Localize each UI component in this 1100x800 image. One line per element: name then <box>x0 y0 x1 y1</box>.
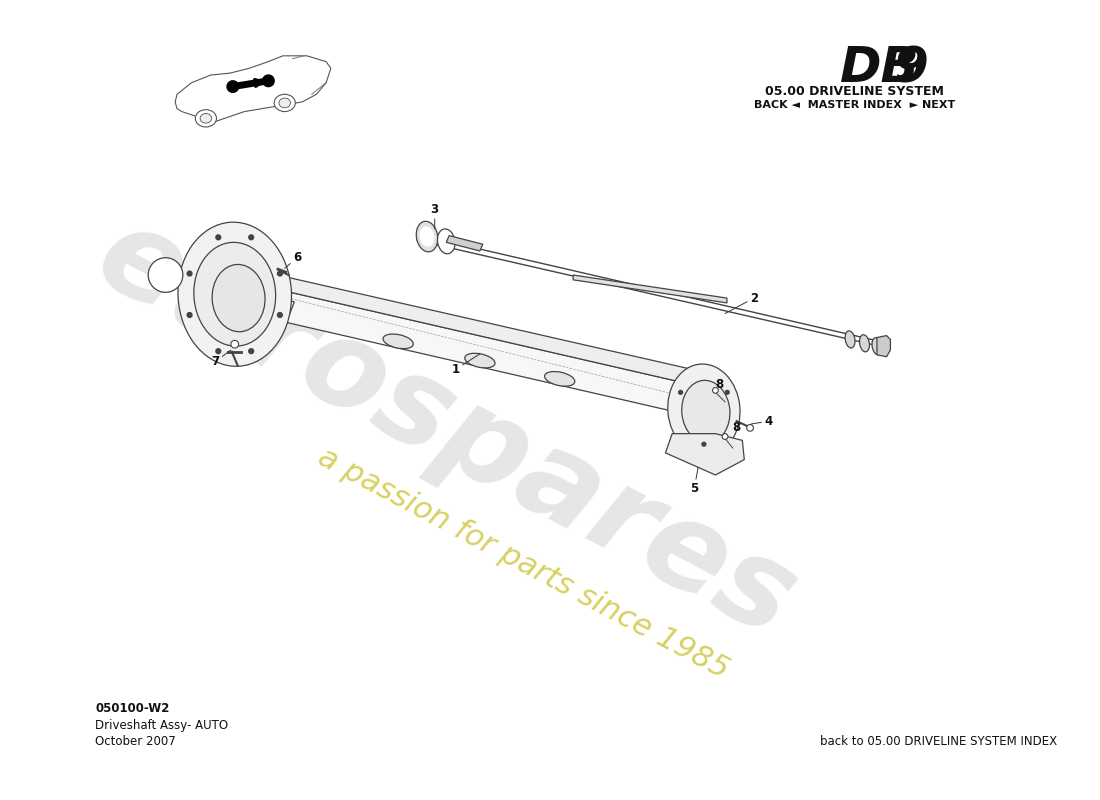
Ellipse shape <box>420 227 433 246</box>
Circle shape <box>227 81 239 92</box>
Circle shape <box>148 258 183 292</box>
Circle shape <box>249 349 254 354</box>
Text: 8: 8 <box>715 378 724 391</box>
Polygon shape <box>573 275 727 303</box>
Circle shape <box>747 425 754 431</box>
Text: a passion for parts since 1985: a passion for parts since 1985 <box>312 442 734 685</box>
Ellipse shape <box>465 354 495 368</box>
Circle shape <box>713 387 718 394</box>
Circle shape <box>231 340 239 348</box>
Polygon shape <box>666 434 745 475</box>
Text: DB: DB <box>840 44 920 92</box>
Polygon shape <box>265 294 295 319</box>
Circle shape <box>187 271 192 276</box>
Text: 5: 5 <box>690 467 698 495</box>
Circle shape <box>277 313 283 318</box>
Ellipse shape <box>274 94 295 111</box>
Circle shape <box>249 235 254 240</box>
Circle shape <box>725 390 729 394</box>
Text: eurospares: eurospares <box>78 196 815 662</box>
Ellipse shape <box>872 338 882 354</box>
Polygon shape <box>261 271 696 386</box>
Text: 05.00 DRIVELINE SYSTEM: 05.00 DRIVELINE SYSTEM <box>766 85 944 98</box>
Ellipse shape <box>212 265 265 332</box>
Polygon shape <box>175 56 331 123</box>
Polygon shape <box>877 335 890 357</box>
Ellipse shape <box>438 229 455 254</box>
Ellipse shape <box>383 334 414 349</box>
Ellipse shape <box>859 334 869 352</box>
Text: 7: 7 <box>211 350 231 368</box>
Circle shape <box>216 349 221 354</box>
Ellipse shape <box>544 371 575 386</box>
Text: 1: 1 <box>452 354 480 376</box>
Circle shape <box>187 313 192 318</box>
Circle shape <box>216 235 221 240</box>
Circle shape <box>263 75 274 86</box>
Ellipse shape <box>178 222 292 366</box>
Ellipse shape <box>200 114 211 123</box>
Ellipse shape <box>279 98 290 108</box>
Polygon shape <box>447 236 483 251</box>
Circle shape <box>723 434 728 439</box>
Text: 2: 2 <box>725 291 758 314</box>
Circle shape <box>702 442 706 446</box>
Text: 3: 3 <box>431 203 439 229</box>
Circle shape <box>277 271 283 276</box>
Ellipse shape <box>845 331 855 348</box>
Text: Driveshaft Assy- AUTO: Driveshaft Assy- AUTO <box>96 718 229 732</box>
Text: 4: 4 <box>751 414 772 428</box>
Ellipse shape <box>682 380 730 442</box>
Text: 6: 6 <box>285 251 301 268</box>
Text: BACK ◄  MASTER INDEX  ► NEXT: BACK ◄ MASTER INDEX ► NEXT <box>755 100 956 110</box>
Polygon shape <box>256 286 696 414</box>
Text: October 2007: October 2007 <box>96 735 176 748</box>
Text: 050100-W2: 050100-W2 <box>96 702 169 715</box>
Text: back to 05.00 DRIVELINE SYSTEM INDEX: back to 05.00 DRIVELINE SYSTEM INDEX <box>820 735 1057 748</box>
Ellipse shape <box>196 110 217 127</box>
Ellipse shape <box>668 364 740 455</box>
Ellipse shape <box>194 242 276 346</box>
Ellipse shape <box>416 222 438 252</box>
Text: 8: 8 <box>733 421 741 434</box>
Text: 9: 9 <box>894 44 930 92</box>
Circle shape <box>679 390 682 394</box>
